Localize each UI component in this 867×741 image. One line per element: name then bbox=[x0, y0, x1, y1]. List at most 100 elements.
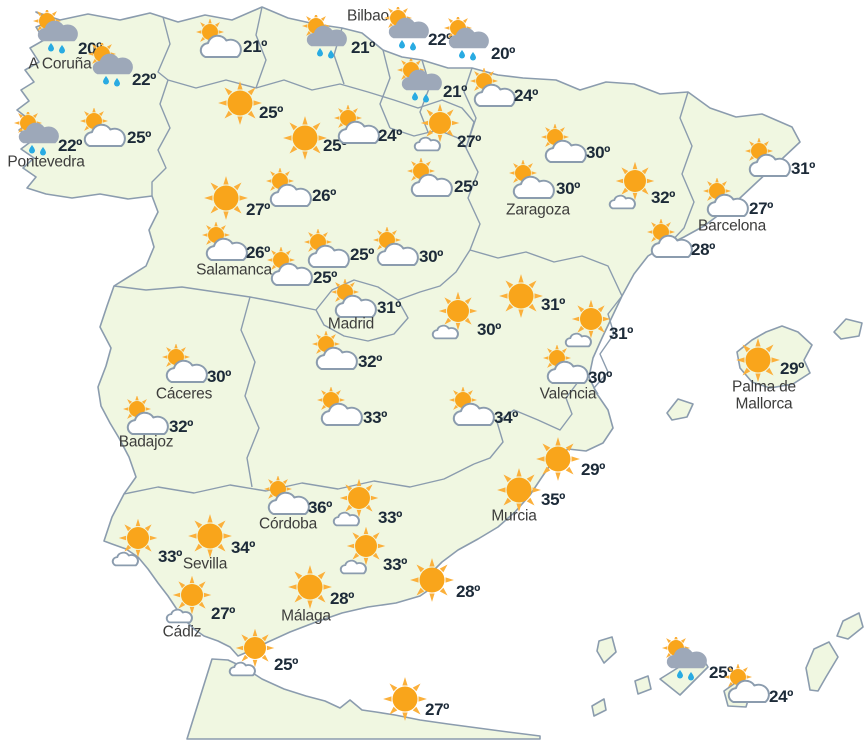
fuerteventura-island bbox=[805, 641, 839, 692]
sun-cloud-icon[interactable] bbox=[539, 124, 589, 164]
sun-small-cloud-icon[interactable] bbox=[164, 576, 214, 624]
sun-small-cloud-icon[interactable] bbox=[430, 292, 480, 340]
sun-icon[interactable] bbox=[535, 436, 581, 482]
sun-icon[interactable] bbox=[382, 676, 428, 722]
city-label: Badajoz bbox=[118, 433, 174, 451]
sun-cloud-icon[interactable] bbox=[310, 331, 360, 371]
sun-cloud-icon[interactable] bbox=[405, 158, 455, 198]
temperature-label: 32º bbox=[651, 188, 675, 207]
sun-cloud-icon[interactable] bbox=[302, 229, 352, 269]
temperature-label: 27º bbox=[246, 200, 270, 219]
temperature-label: 25º bbox=[259, 103, 283, 122]
temperature-label: 26º bbox=[312, 186, 336, 205]
sun-cloud-icon[interactable] bbox=[541, 345, 591, 385]
sun-cloud-icon[interactable] bbox=[315, 387, 365, 427]
temperature-label: 34º bbox=[231, 538, 255, 557]
sun-icon[interactable] bbox=[498, 273, 544, 319]
temperature-label: 24º bbox=[378, 126, 402, 145]
sun-icon[interactable] bbox=[282, 115, 328, 161]
sun-cloud-icon[interactable] bbox=[160, 344, 210, 384]
temperature-label: 21º bbox=[443, 82, 467, 101]
temperature-label: 28º bbox=[691, 240, 715, 259]
sun-small-cloud-icon[interactable] bbox=[607, 162, 657, 210]
sun-cloud-icon[interactable] bbox=[722, 664, 772, 704]
sun-cloud-icon[interactable] bbox=[645, 219, 695, 259]
temperature-label: 22º bbox=[428, 30, 452, 49]
region-borders bbox=[113, 6, 695, 495]
el-hierro-island bbox=[591, 698, 607, 717]
sun-cloud-icon[interactable] bbox=[332, 105, 382, 145]
city-label: Barcelona bbox=[698, 217, 766, 235]
sun-icon[interactable] bbox=[496, 467, 542, 513]
sun-small-cloud-icon[interactable] bbox=[563, 300, 613, 348]
sun-cloud-icon[interactable] bbox=[194, 19, 244, 59]
la-palma-island bbox=[596, 636, 617, 664]
temperature-label: 31º bbox=[377, 298, 401, 317]
north-africa-coast bbox=[186, 658, 541, 740]
temperature-label: 33º bbox=[383, 555, 407, 574]
temperature-label: 25º bbox=[127, 128, 151, 147]
sun-small-cloud-icon[interactable] bbox=[412, 104, 462, 152]
sun-rain-icon[interactable] bbox=[301, 15, 351, 61]
sun-small-cloud-icon[interactable] bbox=[338, 527, 388, 575]
sun-icon[interactable] bbox=[217, 80, 263, 126]
city-label: Murcia bbox=[491, 507, 537, 525]
sun-small-cloud-icon[interactable] bbox=[227, 629, 277, 677]
sun-rain-icon[interactable] bbox=[396, 59, 446, 105]
sun-cloud-icon[interactable] bbox=[262, 476, 312, 516]
temperature-label: 30º bbox=[477, 320, 501, 339]
temperature-label: 31º bbox=[541, 295, 565, 314]
sun-cloud-icon[interactable] bbox=[743, 138, 793, 178]
sun-cloud-icon[interactable] bbox=[701, 178, 751, 218]
sun-cloud-icon[interactable] bbox=[371, 227, 421, 267]
sun-icon[interactable] bbox=[735, 337, 781, 383]
city-label: Valencia bbox=[539, 385, 597, 403]
sun-rain-icon[interactable] bbox=[661, 637, 711, 683]
sun-icon[interactable] bbox=[409, 557, 455, 603]
temperature-label: 31º bbox=[791, 159, 815, 178]
temperature-label: 20º bbox=[491, 44, 515, 63]
sun-cloud-icon[interactable] bbox=[264, 168, 314, 208]
temperature-label: 25º bbox=[350, 245, 374, 264]
sun-rain-icon[interactable] bbox=[32, 10, 82, 56]
temperature-label: 31º bbox=[609, 324, 633, 343]
temperature-label: 36º bbox=[308, 498, 332, 517]
city-label: Zaragoza bbox=[506, 201, 570, 219]
sun-cloud-icon[interactable] bbox=[265, 247, 315, 287]
sun-cloud-icon[interactable] bbox=[468, 68, 518, 108]
city-label: Málaga bbox=[281, 607, 331, 625]
city-label: Bilbao bbox=[347, 7, 389, 25]
city-label: Madrid bbox=[327, 315, 375, 333]
sun-small-cloud-icon[interactable] bbox=[110, 519, 160, 567]
sun-rain-icon[interactable] bbox=[87, 43, 137, 89]
temperature-label: 28º bbox=[456, 582, 480, 601]
sun-cloud-icon[interactable] bbox=[447, 387, 497, 427]
temperature-label: 27º bbox=[211, 604, 235, 623]
temperature-label: 22º bbox=[132, 70, 156, 89]
city-label: Sevilla bbox=[182, 555, 228, 573]
sun-rain-icon[interactable] bbox=[443, 17, 493, 63]
city-label: Cádiz bbox=[162, 623, 202, 641]
temperature-label: 34º bbox=[494, 408, 518, 427]
city-label: A Coruña bbox=[28, 55, 92, 73]
sun-rain-icon[interactable] bbox=[13, 112, 63, 158]
sun-cloud-icon[interactable] bbox=[329, 279, 379, 319]
sun-icon[interactable] bbox=[187, 513, 233, 559]
temperature-label: 27º bbox=[749, 199, 773, 218]
temperature-label: 24º bbox=[514, 86, 538, 105]
sun-cloud-icon[interactable] bbox=[507, 160, 557, 200]
sun-small-cloud-icon[interactable] bbox=[331, 479, 381, 527]
sun-cloud-icon[interactable] bbox=[78, 108, 128, 148]
lanzarote-island bbox=[836, 612, 864, 640]
balearic-islands bbox=[666, 318, 863, 421]
temperature-label: 29º bbox=[780, 359, 804, 378]
sun-rain-icon[interactable] bbox=[383, 7, 433, 53]
city-label: Cáceres bbox=[155, 385, 213, 403]
sun-cloud-icon[interactable] bbox=[121, 396, 171, 436]
sun-icon[interactable] bbox=[287, 564, 333, 610]
sun-icon[interactable] bbox=[203, 175, 249, 221]
sun-cloud-icon[interactable] bbox=[200, 222, 250, 262]
temperature-label: 30º bbox=[588, 368, 612, 387]
temperature-label: 33º bbox=[378, 508, 402, 527]
